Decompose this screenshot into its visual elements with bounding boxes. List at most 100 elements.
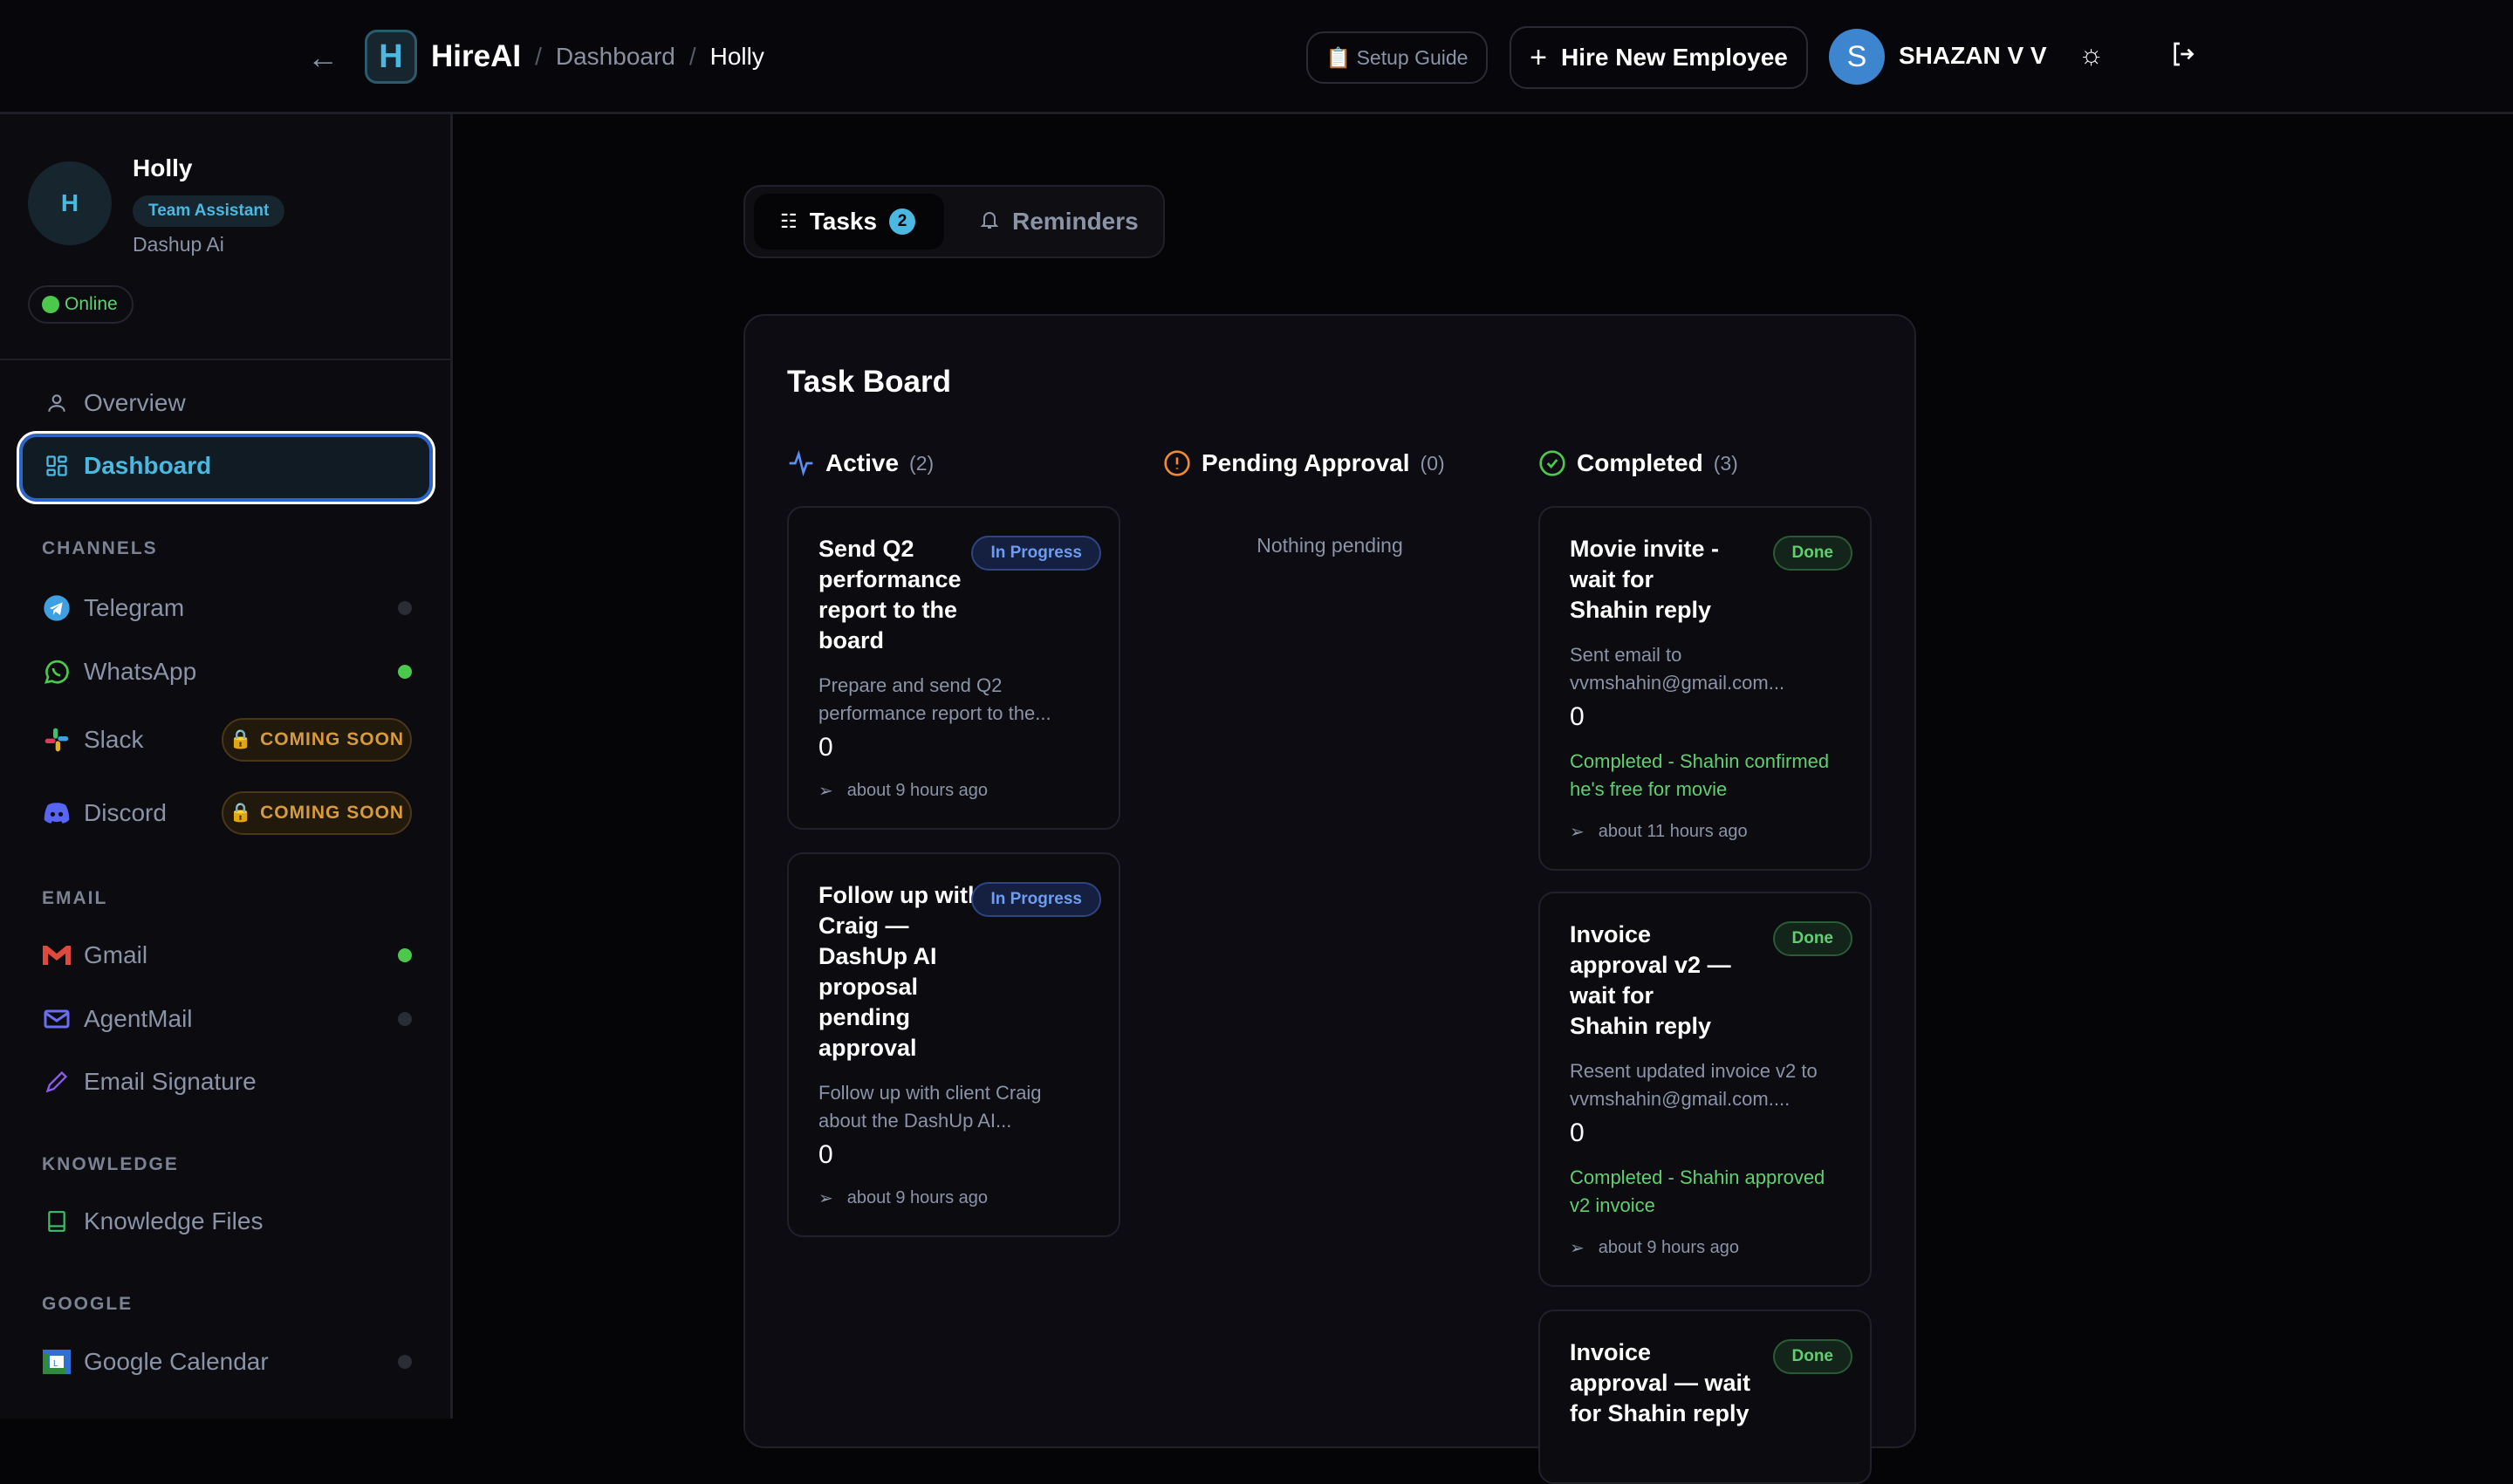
column-header-active: Active (2) [787, 449, 934, 477]
status-badge: In Progress [971, 882, 1101, 917]
sidebar-item-whatsapp[interactable]: WhatsApp [42, 657, 412, 687]
send-icon: ➢ [818, 782, 833, 801]
nav-overview[interactable]: Overview [42, 388, 412, 418]
sidebar-item-discord[interactable]: Discord 🔒 COMING SOON [42, 791, 412, 835]
task-time: about 9 hours ago [846, 781, 989, 800]
task-card[interactable]: Done Invoice approval — wait for Shahin … [1538, 1310, 1872, 1484]
bell-icon [979, 208, 1000, 236]
nav-label: Gmail [84, 941, 148, 968]
task-time: about 9 hours ago [1598, 1238, 1740, 1257]
task-value: 0 [1570, 702, 1585, 731]
task-title: Follow up with Craig — DashUp AI proposa… [818, 882, 983, 1061]
section-google: GOOGLE [42, 1294, 134, 1314]
task-title: Invoice approval v2 — wait for Shahin re… [1570, 921, 1731, 1039]
book-icon [42, 1207, 72, 1236]
top-header: ← H HireAI / Dashboard / Holly 📋 Setup G… [0, 0, 2513, 114]
sidebar-item-knowledge-files[interactable]: Knowledge Files [42, 1207, 412, 1236]
column-label: Pending Approval [1202, 449, 1410, 476]
sun-theme-icon[interactable]: ☼ [2078, 38, 2105, 70]
gmail-icon [42, 940, 72, 970]
section-channels: CHANNELS [42, 538, 158, 558]
send-icon: ➢ [1570, 823, 1585, 842]
discord-icon [42, 798, 72, 828]
brand-name[interactable]: HireAI [431, 39, 522, 73]
task-title: Invoice approval — wait for Shahin reply [1570, 1339, 1751, 1426]
status-dot-icon [398, 1355, 412, 1369]
task-value: 0 [818, 1140, 833, 1169]
sidebar-item-email-signature[interactable]: Email Signature [42, 1067, 412, 1097]
task-title: Movie invite - wait for Shahin reply [1570, 536, 1720, 623]
status-badge: Done [1772, 1339, 1852, 1374]
nav-label: Knowledge Files [84, 1207, 264, 1234]
tab-tasks[interactable]: ☷ Tasks 2 [754, 194, 944, 250]
badge-label: COMING SOON [260, 803, 405, 823]
nav-label: Google Calendar [84, 1348, 269, 1375]
status-dot-icon [398, 601, 412, 615]
hire-new-employee-button[interactable]: + Hire New Employee [1510, 26, 1808, 89]
task-time: about 9 hours ago [846, 1188, 989, 1207]
tab-label: Tasks [809, 208, 878, 235]
section-email: EMAIL [42, 888, 108, 908]
back-arrow-icon[interactable]: ← [307, 39, 339, 75]
logout-icon[interactable] [2169, 40, 2197, 72]
completion-note: Completed - Shahin approved v2 invoice [1570, 1166, 1825, 1216]
sidebar-item-gmail[interactable]: Gmail [42, 940, 412, 970]
nav-label: Dashboard [84, 452, 212, 479]
slack-icon [42, 725, 72, 755]
whatsapp-icon [42, 657, 72, 687]
company-name: Dashup Ai [133, 233, 224, 256]
svg-text:L: L [53, 1359, 58, 1369]
nav-dashboard-label[interactable]: Dashboard [42, 451, 412, 481]
nav-dashboard[interactable] [17, 431, 435, 504]
tasks-count-badge: 2 [889, 209, 916, 235]
task-description: Prepare and send Q2 performance report t… [818, 674, 1051, 724]
google-calendar-icon: L [42, 1347, 72, 1377]
status-badge: Done [1772, 921, 1852, 956]
tab-bar: ☷ Tasks 2 Reminders [743, 185, 1165, 258]
status-label: Online [65, 294, 118, 314]
check-circle-icon [1539, 450, 1565, 476]
task-card[interactable]: Done Movie invite - wait for Shahin repl… [1538, 506, 1872, 871]
status-dot-icon [398, 1012, 412, 1026]
sidebar-item-telegram[interactable]: Telegram [42, 593, 412, 623]
badge-label: COMING SOON [260, 729, 405, 749]
task-title: Send Q2 performance report to the board [818, 536, 962, 653]
activity-icon [789, 449, 813, 477]
task-value: 0 [818, 733, 833, 762]
task-card[interactable]: Done Invoice approval v2 — wait for Shah… [1538, 892, 1872, 1287]
task-card[interactable]: In Progress Follow up with Craig — DashU… [787, 852, 1120, 1237]
employee-name: Holly [133, 154, 193, 181]
app-logo[interactable]: H [365, 30, 417, 84]
task-description: Follow up with client Craig about the Da… [818, 1082, 1042, 1132]
column-header-pending: Pending Approval (0) [1163, 449, 1445, 477]
nav-label: Telegram [84, 594, 185, 621]
sidebar-item-google-calendar[interactable]: L Google Calendar [42, 1347, 412, 1377]
status-dot-icon [42, 296, 59, 313]
nav-label: Email Signature [84, 1068, 257, 1095]
send-icon: ➢ [1570, 1239, 1585, 1258]
role-badge: Team Assistant [133, 195, 285, 227]
status-badge: Done [1772, 536, 1852, 571]
sidebar-item-agentmail[interactable]: AgentMail [42, 1004, 412, 1034]
user-avatar[interactable]: S [1829, 29, 1885, 85]
checklist-icon: ☷ [780, 210, 798, 232]
send-icon: ➢ [818, 1189, 833, 1208]
task-card[interactable]: In Progress Send Q2 performance report t… [787, 506, 1120, 830]
task-description: Resent updated invoice v2 to vvmshahin@g… [1570, 1060, 1818, 1110]
employee-avatar: H [28, 161, 112, 245]
nav-label: WhatsApp [84, 658, 197, 685]
setup-guide-button[interactable]: 📋 Setup Guide [1306, 31, 1488, 84]
sidebar-item-slack[interactable]: Slack 🔒 COMING SOON [42, 718, 412, 762]
grid-icon [42, 451, 72, 481]
status-dot-icon [398, 948, 412, 962]
column-label: Completed [1577, 449, 1703, 476]
breadcrumb-dashboard[interactable]: Dashboard [555, 43, 675, 70]
nav-label: AgentMail [84, 1005, 193, 1032]
column-count: (2) [909, 451, 935, 475]
user-name[interactable]: SHAZAN V V [1899, 42, 2047, 69]
status-dot-icon [398, 665, 412, 679]
column-header-completed: Completed (3) [1538, 449, 1738, 477]
tab-reminders[interactable]: Reminders [979, 194, 1139, 250]
lock-icon: 🔒 [229, 803, 254, 823]
breadcrumb-current: Holly [709, 43, 764, 70]
